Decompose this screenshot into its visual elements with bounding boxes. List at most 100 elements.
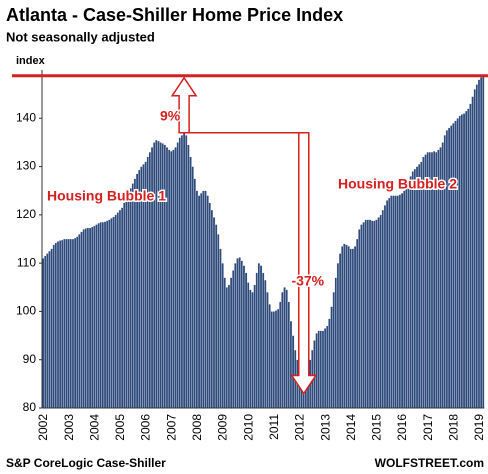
bar (379, 214, 382, 409)
bar (364, 219, 367, 409)
bar (479, 77, 483, 409)
bar (208, 202, 211, 409)
bar (482, 75, 485, 409)
bar (287, 301, 291, 409)
x-tick-label: 2004 (87, 414, 101, 441)
bar (319, 330, 323, 409)
bar (229, 277, 233, 409)
bar (285, 289, 288, 409)
x-tick-label: 2005 (113, 414, 127, 441)
bar (99, 221, 102, 409)
bar (138, 169, 141, 409)
bar (123, 202, 126, 409)
x-tick-label: 2014 (344, 414, 358, 441)
bar (238, 257, 241, 409)
bar (163, 144, 167, 409)
bar (358, 229, 361, 409)
bar (452, 122, 455, 409)
bar (471, 96, 474, 409)
bar (61, 239, 64, 409)
bar (50, 248, 53, 409)
bar (52, 244, 55, 409)
annotation: -37% (291, 273, 324, 289)
bar (187, 144, 190, 409)
bar (370, 220, 374, 409)
bar (422, 156, 425, 409)
chart-title: Atlanta - Case-Shiller Home Price Index (6, 5, 343, 25)
bar (197, 195, 201, 409)
bar (445, 130, 449, 409)
bar (411, 171, 414, 409)
bar (244, 272, 248, 409)
bar (242, 265, 246, 409)
bar (341, 246, 344, 409)
bar (400, 192, 404, 409)
bar (407, 180, 410, 409)
bar (54, 242, 58, 409)
y-tick-label: 100 (16, 304, 36, 318)
bar (43, 255, 47, 409)
bar (381, 209, 385, 409)
bar (159, 142, 162, 409)
annotation: 9% (160, 108, 181, 124)
bar (390, 195, 393, 409)
bar (174, 147, 177, 409)
bar (108, 219, 111, 409)
bar (116, 212, 120, 409)
bar (234, 262, 237, 409)
x-tick-label: 2006 (139, 414, 153, 441)
bar (362, 221, 365, 409)
x-tick-label: 2007 (164, 414, 178, 441)
bar (225, 287, 229, 409)
bar (447, 127, 451, 409)
bar (178, 137, 182, 409)
bar (206, 195, 209, 409)
bar (467, 108, 470, 409)
bar (240, 260, 244, 409)
bar (413, 168, 417, 409)
bar (424, 154, 427, 409)
bar (462, 113, 466, 409)
bar (161, 143, 164, 409)
bar (114, 214, 117, 409)
bar (334, 277, 338, 409)
bar (219, 248, 222, 409)
bar (469, 103, 472, 409)
bar (204, 190, 207, 409)
bar (385, 200, 389, 409)
credit: WOLFSTREET.com (375, 456, 484, 470)
bar (321, 330, 325, 409)
bar (182, 132, 186, 409)
bar (279, 301, 282, 409)
bar (155, 139, 158, 409)
bar (251, 291, 254, 409)
bar (118, 209, 122, 409)
bar (110, 218, 113, 409)
bar (454, 120, 457, 409)
bar (91, 226, 94, 409)
x-tick-label: 2012 (293, 414, 307, 441)
bar (270, 311, 273, 409)
bar (101, 221, 105, 409)
x-tick-label: 2018 (446, 414, 460, 441)
bar (377, 217, 380, 409)
bar (405, 185, 408, 409)
bar (176, 142, 179, 409)
bar (133, 178, 137, 409)
bar (214, 224, 218, 409)
bar (82, 229, 85, 409)
bar (355, 238, 359, 409)
bar (165, 147, 169, 409)
bar (73, 237, 77, 409)
bar (415, 166, 419, 409)
y-tick-label: 90 (23, 352, 37, 366)
bar (345, 244, 348, 409)
bar (347, 246, 350, 409)
bar (97, 222, 100, 409)
bar (302, 393, 306, 409)
bar (167, 149, 171, 409)
bar (191, 166, 194, 409)
annotation: Housing Bubble 1 (47, 188, 166, 204)
bar (360, 224, 363, 409)
bar (103, 221, 107, 409)
